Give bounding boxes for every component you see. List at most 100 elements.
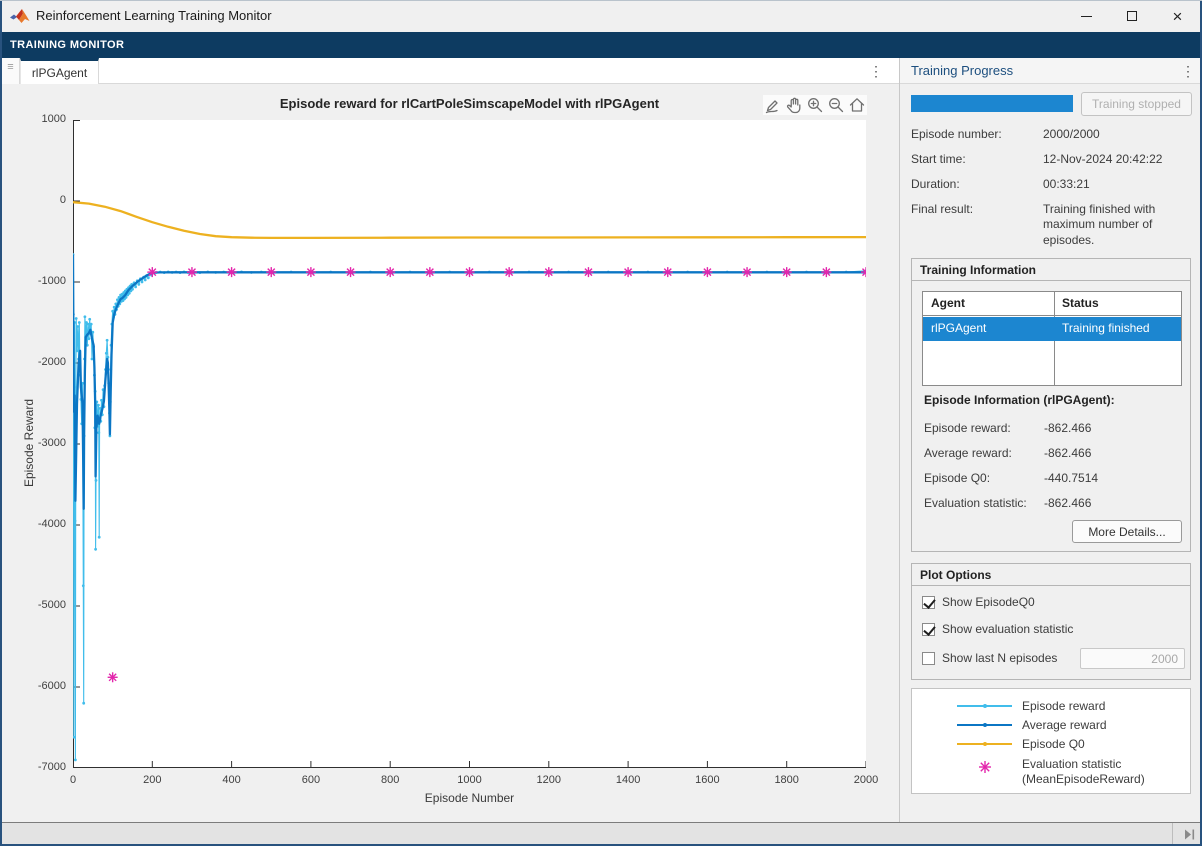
y-tick-label: -6000 xyxy=(8,680,66,692)
show-evaluation-statistic-option[interactable]: Show evaluation statistic xyxy=(922,622,1073,636)
y-tick-label: -1000 xyxy=(8,275,66,287)
x-tick-label: 600 xyxy=(286,774,336,786)
start-time-label: Start time: xyxy=(911,152,966,166)
home-icon xyxy=(848,96,866,114)
episode-q0-label: Episode Q0: xyxy=(924,471,990,485)
final-result-value: Training finished with maximum number of… xyxy=(1043,202,1195,248)
legend-label: Episode reward xyxy=(1022,699,1105,714)
zoom-out-button[interactable] xyxy=(826,95,846,115)
figure-area: Episode reward for rlCartPoleSimscapeMod… xyxy=(0,84,899,822)
x-tick-label: 400 xyxy=(207,774,257,786)
minimize-button[interactable] xyxy=(1063,0,1109,32)
show-episodeq0-checkbox[interactable] xyxy=(922,596,935,609)
agent-status-table: Agent Status rlPGAgent Training finished xyxy=(922,291,1182,386)
zoom-in-button[interactable] xyxy=(805,95,825,115)
y-tick-label: -5000 xyxy=(8,599,66,611)
document-actions-menu[interactable]: ⋮ xyxy=(866,61,886,81)
more-details-button[interactable]: More Details... xyxy=(1072,520,1182,543)
episode-number-value: 2000/2000 xyxy=(1043,127,1195,142)
close-button[interactable]: × xyxy=(1155,0,1200,32)
x-tick-label: 2000 xyxy=(841,774,891,786)
tab-drag-handle[interactable]: ≡ xyxy=(2,58,20,84)
training-progress-bar xyxy=(911,95,1073,112)
final-result-label: Final result: xyxy=(911,202,973,216)
main-region: ≡ rlPGAgent ⋮ Episode reward for rlCartP… xyxy=(0,58,1202,822)
toolstrip-tab-training-monitor[interactable]: TRAINING MONITOR xyxy=(10,39,124,51)
legend-item-episode-q0: Episode Q0 xyxy=(912,735,1190,753)
table-row[interactable]: rlPGAgent Training finished xyxy=(923,317,1181,341)
plot-options-title: Plot Options xyxy=(912,564,1190,586)
x-axis-label: Episode Number xyxy=(73,791,866,805)
x-tick-label: 1000 xyxy=(445,774,495,786)
x-tick-label: 200 xyxy=(127,774,177,786)
x-tick-label: 0 xyxy=(48,774,98,786)
document-tab-bar: ≡ rlPGAgent ⋮ xyxy=(0,58,899,84)
window-border xyxy=(0,0,1202,1)
panel-title: Training Progress xyxy=(911,63,1013,78)
evaluation-statistic-label: Evaluation statistic: xyxy=(924,496,1027,510)
episode-number-label: Episode number: xyxy=(911,127,1002,141)
x-tick-label: 1600 xyxy=(682,774,732,786)
evaluation-statistic-value: -862.466 xyxy=(1044,496,1091,510)
expand-panel-icon[interactable] xyxy=(1184,829,1196,840)
y-tick-label: -7000 xyxy=(8,761,66,773)
episode-q0-line-swatch xyxy=(957,743,1012,745)
y-tick-label: -3000 xyxy=(8,437,66,449)
legend-label: Episode Q0 xyxy=(1022,737,1085,752)
agent-cell: rlPGAgent xyxy=(931,321,986,335)
legend-label: Average reward xyxy=(1022,718,1107,733)
title-bar: Reinforcement Learning Training Monitor … xyxy=(0,0,1202,32)
close-icon: × xyxy=(1173,8,1183,25)
episode-information-title: Episode Information (rlPGAgent): xyxy=(924,393,1115,407)
table-header-row: Agent Status xyxy=(923,292,1181,316)
x-tick-label: 800 xyxy=(365,774,415,786)
panel-header: Training Progress ⋮ xyxy=(900,58,1201,84)
ellipsis-icon: ⋮ xyxy=(1181,63,1195,79)
y-tick-label: -4000 xyxy=(8,518,66,530)
document-area: ≡ rlPGAgent ⋮ Episode reward for rlCartP… xyxy=(0,58,899,822)
toolstrip: TRAINING MONITOR xyxy=(0,32,1202,58)
y-tick-label: -2000 xyxy=(8,356,66,368)
export-plot-button[interactable] xyxy=(763,95,783,115)
status-cell: Training finished xyxy=(1062,321,1150,335)
last-n-episodes-input[interactable] xyxy=(1080,648,1185,669)
show-last-n-episodes-checkbox[interactable] xyxy=(922,652,935,665)
maximize-button[interactable] xyxy=(1109,0,1155,32)
x-tick-label: 1800 xyxy=(762,774,812,786)
matlab-logo-icon xyxy=(10,7,30,25)
evaluation-statistic-asterisk-swatch xyxy=(977,759,993,780)
show-evaluation-statistic-checkbox[interactable] xyxy=(922,623,935,636)
plot-options-section: Plot Options Show EpisodeQ0 Show evaluat… xyxy=(911,563,1191,680)
restore-view-button[interactable] xyxy=(847,95,867,115)
checkbox-label: Show last N episodes xyxy=(942,651,1057,665)
legend-item-evaluation-statistic: Evaluation statistic(MeanEpisodeReward) xyxy=(912,755,1190,787)
export-pen-icon xyxy=(764,96,782,114)
maximize-icon xyxy=(1127,11,1137,21)
y-tick-label: 0 xyxy=(8,194,66,206)
pan-button[interactable] xyxy=(784,95,804,115)
status-bar-divider xyxy=(1172,823,1173,846)
duration-value: 00:33:21 xyxy=(1043,177,1195,192)
episode-reward-line-swatch xyxy=(957,705,1012,707)
episode-q0-value: -440.7514 xyxy=(1044,471,1098,485)
average-reward-line-swatch xyxy=(957,724,1012,726)
window-border xyxy=(0,0,2,846)
ellipsis-icon: ⋮ xyxy=(869,63,883,79)
average-reward-label: Average reward: xyxy=(924,446,1012,460)
axes-toolbar xyxy=(763,95,867,115)
checkbox-label: Show evaluation statistic xyxy=(942,622,1073,636)
show-episodeq0-option[interactable]: Show EpisodeQ0 xyxy=(922,595,1035,609)
plot-title: Episode reward for rlCartPoleSimscapeMod… xyxy=(73,96,866,111)
panel-actions-menu[interactable]: ⋮ xyxy=(1178,61,1198,81)
training-information-title: Training Information xyxy=(912,259,1190,281)
asterisk-icon xyxy=(977,759,993,775)
x-tick-label: 1200 xyxy=(524,774,574,786)
training-stopped-button[interactable]: Training stopped xyxy=(1081,92,1192,116)
training-progress-panel: Training Progress ⋮ Training stopped Epi… xyxy=(899,58,1200,822)
x-tick-label: 1400 xyxy=(603,774,653,786)
minimize-icon xyxy=(1081,16,1092,17)
column-header-agent: Agent xyxy=(931,296,965,310)
show-last-n-episodes-option[interactable]: Show last N episodes xyxy=(922,651,1057,665)
tab-rlpgagent[interactable]: rlPGAgent xyxy=(20,58,99,84)
training-plot[interactable] xyxy=(73,120,866,768)
